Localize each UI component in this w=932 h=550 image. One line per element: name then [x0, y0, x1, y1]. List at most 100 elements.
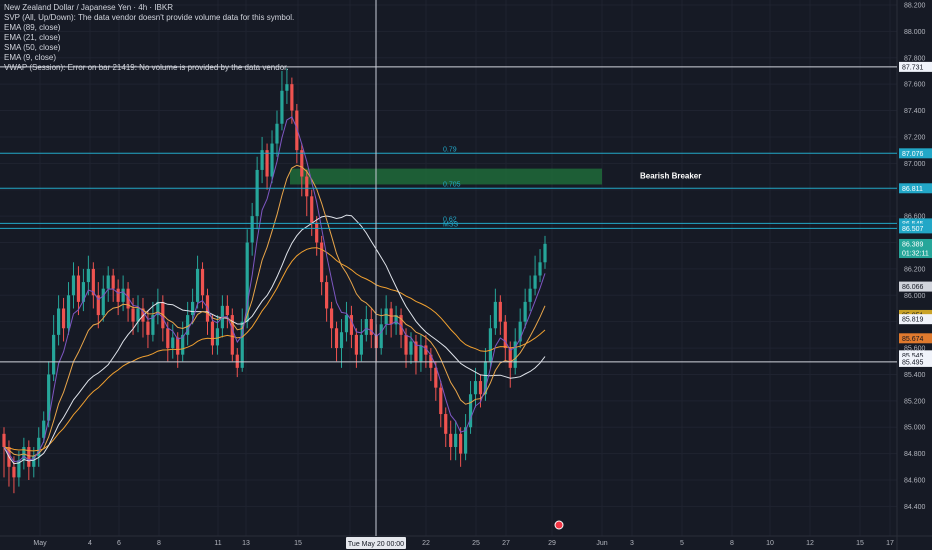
legend-vwap[interactable]: VWAP (Session): Error on bar 21419: No v…: [4, 63, 289, 72]
legend-sma-50[interactable]: SMA (50, close): [4, 43, 61, 52]
candle: [186, 315, 190, 335]
candle: [275, 123, 279, 144]
fib-level-label: 0.79: [443, 146, 457, 153]
price-tag-box: [899, 350, 932, 361]
time-tick-label: 10: [766, 540, 774, 547]
ema-9-line: [3, 116, 546, 463]
price-tag-label: 87.731: [902, 64, 924, 71]
candle: [225, 305, 229, 316]
candle: [444, 414, 448, 434]
time-tick-label: 4: [88, 540, 92, 547]
ema-89-line: [3, 247, 546, 452]
candle: [2, 433, 6, 448]
price-tag-box: [899, 248, 932, 259]
price-tag-label: 85.495: [902, 359, 924, 366]
legend-svp[interactable]: SVP (All, Up/Down): The data vendor does…: [4, 13, 295, 22]
time-tick-label: 29: [548, 540, 556, 547]
candle: [195, 268, 200, 302]
candle: [325, 282, 329, 309]
price-tag-label: 86.066: [902, 284, 924, 291]
price-tag-box: [899, 238, 932, 249]
price-tick-label: 85.200: [904, 398, 926, 405]
price-tag-label: 87.076: [902, 151, 924, 158]
candle: [315, 222, 319, 243]
price-tick-label: 87.600: [904, 82, 926, 89]
candle: [255, 169, 259, 217]
price-tag-box: [899, 281, 932, 292]
candle: [498, 301, 502, 322]
candle: [56, 308, 61, 335]
legend-ema-89[interactable]: EMA (89, close): [4, 23, 61, 32]
candle: [265, 150, 269, 177]
candle: [414, 341, 418, 362]
crosshair-time-label: Tue May 20 00:00: [348, 541, 404, 548]
legend-ema-9[interactable]: EMA (9, close): [4, 53, 57, 62]
candle: [230, 315, 234, 355]
sma-50-line: [3, 214, 546, 465]
candle: [478, 381, 483, 395]
candle: [146, 321, 150, 335]
candle: [240, 321, 244, 368]
candle: [126, 288, 130, 309]
candle: [260, 150, 264, 170]
time-tick-label: 15: [294, 540, 302, 547]
candle: [399, 315, 403, 335]
candle: [245, 242, 249, 322]
candle: [493, 301, 497, 329]
candle: [66, 295, 71, 329]
candle: [305, 176, 309, 197]
price-tick-label: 85.400: [904, 372, 926, 379]
event-marker-icon: [554, 520, 564, 530]
candle: [181, 334, 185, 355]
price-tick-label: 85.000: [904, 425, 926, 432]
candle: [409, 341, 413, 355]
candle: [12, 466, 16, 478]
candle: [81, 282, 86, 302]
price-tick-label: 84.800: [904, 451, 926, 458]
price-tick-label: 87.200: [904, 134, 926, 141]
time-tick-label: 12: [806, 540, 814, 547]
legend-ema-21[interactable]: EMA (21, close): [4, 33, 61, 42]
price-tag-label: 85.819: [902, 317, 924, 324]
candle: [439, 387, 443, 415]
price-tick-label: 87.000: [904, 161, 926, 168]
price-tick-label: 86.200: [904, 266, 926, 273]
candle: [468, 394, 473, 428]
price-tick-label: 86.600: [904, 214, 926, 221]
price-tag-box: [899, 61, 932, 72]
symbol-title[interactable]: New Zealand Dollar / Japanese Yen · 4h ·…: [4, 3, 173, 12]
candle: [76, 275, 81, 302]
price-tick-label: 85.600: [904, 346, 926, 353]
fib-level-label: MSS: [443, 221, 459, 228]
price-tick-label: 88.000: [904, 29, 926, 36]
candle: [349, 315, 354, 335]
candle: [533, 275, 537, 289]
candle: [151, 315, 155, 335]
price-tag-label: 85.674: [902, 336, 924, 343]
price-tag-label: 86.507: [902, 226, 924, 233]
crosshair-time-box: [346, 537, 406, 549]
candle: [270, 143, 274, 177]
candle: [215, 328, 220, 346]
time-tick-label: 8: [730, 540, 734, 547]
bearish-breaker-zone: [290, 168, 602, 185]
candle: [280, 90, 284, 124]
candle: [96, 295, 100, 316]
time-tick-label: May: [33, 540, 47, 547]
candle: [176, 337, 180, 355]
candle: [37, 437, 41, 457]
candle: [86, 268, 90, 283]
candle: [424, 345, 428, 355]
price-tick-label: 84.400: [904, 504, 926, 511]
price-tag-label: 86.811: [902, 186, 923, 193]
price-tag-label: 01:32:11: [902, 251, 929, 258]
price-tick-label: 86.000: [904, 293, 926, 300]
candle: [235, 354, 239, 368]
candle: [91, 268, 95, 296]
candle: [156, 301, 160, 316]
candle: [429, 354, 433, 368]
candle: [339, 332, 344, 349]
candle: [359, 334, 363, 355]
